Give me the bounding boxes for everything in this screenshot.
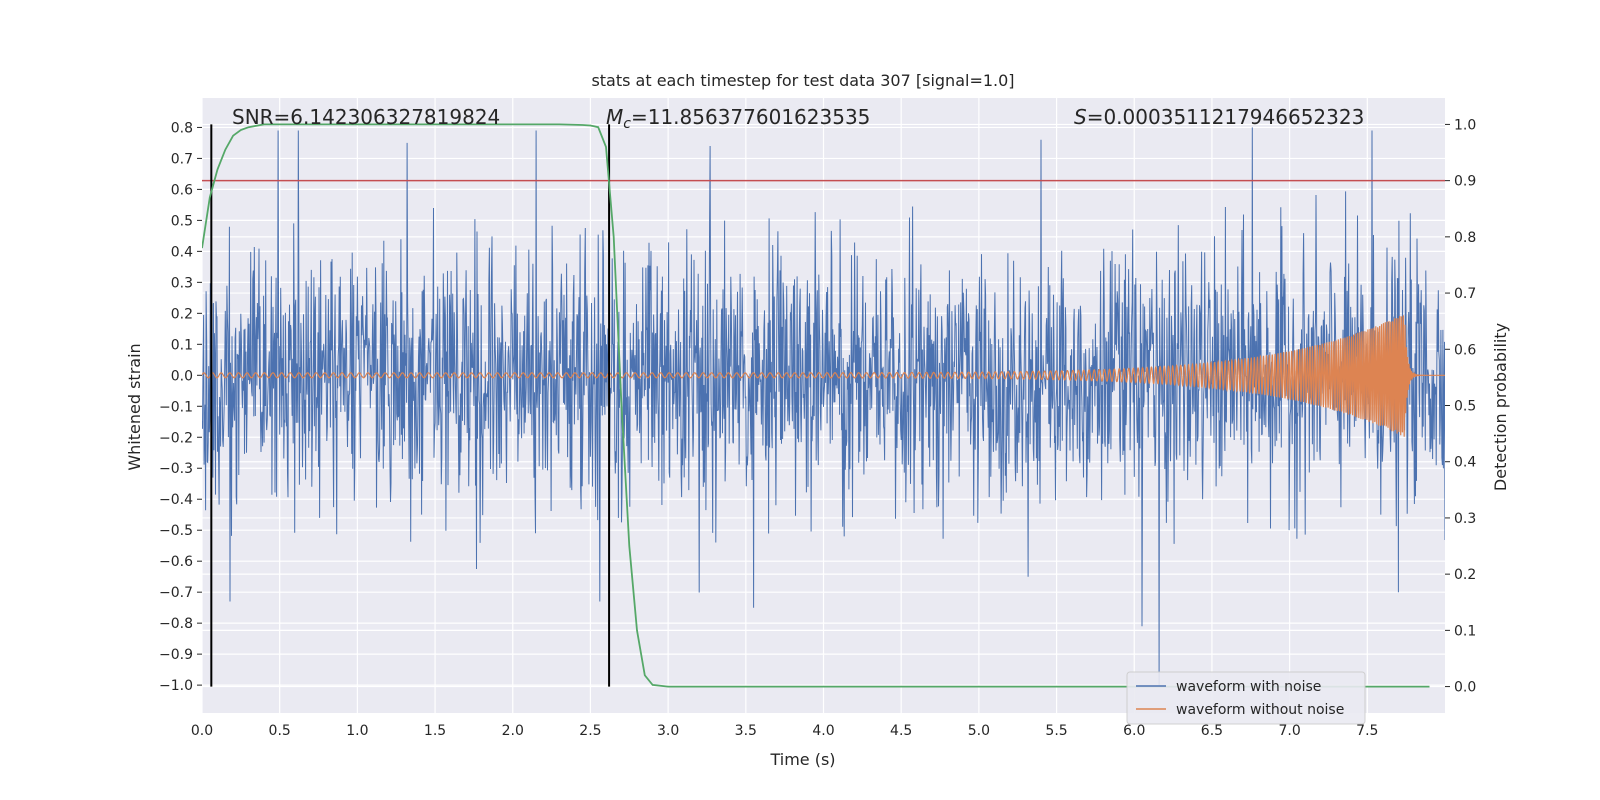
right-y-axis-label: Detection probability [1491,323,1510,491]
x-tick-label: 3.0 [657,723,679,739]
right-y-axis-ticks: 1.0 0.9 0.8 0.7 0.6 0.5 0.4 0.3 0.2 0.1 0.0 [1445,117,1476,696]
series-line-waveform-without-noise [202,315,1445,437]
x-tick-label: 1.5 [424,723,446,739]
y-tick-label: −1.0 [159,678,193,694]
y-tick-label: 0.3 [171,275,193,291]
legend: waveform with noise waveform without noi… [1126,671,1366,725]
y-tick-label: 0.1 [171,337,193,353]
x-tick-label: 6.0 [1123,723,1145,739]
right-y-tick-label: 0.9 [1454,174,1476,190]
x-tick-label: 0.5 [269,723,291,739]
x-tick-label: 7.0 [1278,723,1300,739]
chirp-mass-annotation: Mc=11.856377601623535 [606,105,870,132]
y-axis-label: Whitened strain [125,343,144,470]
snr-annotation: SNR=6.142306327819824 [232,105,500,129]
right-y-tick-label: 1.0 [1454,117,1476,133]
legend-label-waveform-without-noise: waveform without noise [1176,702,1344,718]
y-tick-label: 0.4 [171,244,193,260]
legend-label-waveform-with-noise: waveform with noise [1176,679,1321,695]
y-tick-label: 0.5 [171,213,193,229]
right-y-tick-label: 0.6 [1454,342,1476,358]
series-line-detection-probability [202,123,1430,688]
y-tick-label: 0.7 [171,151,193,167]
series-line-waveform-with-noise [202,127,1445,686]
y-tick-label: 0.0 [171,368,193,384]
x-tick-label: 3.5 [735,723,757,739]
y-tick-label: −0.6 [159,554,193,570]
x-tick-label: 6.5 [1201,723,1223,739]
x-tick-label: 1.0 [346,723,368,739]
y-tick-label: 0.2 [171,306,193,322]
y-tick-label: −0.9 [159,647,193,663]
y-tick-label: −0.7 [159,585,193,601]
x-tick-label: 2.0 [502,723,524,739]
right-y-tick-label: 0.7 [1454,286,1476,302]
s-statistic-annotation: S=0.0003511217946652323 [1074,105,1364,129]
right-y-tick-label: 0.4 [1454,455,1476,471]
chart-title: stats at each timestep for test data 307… [591,71,1014,90]
right-y-tick-label: 0.5 [1454,399,1476,415]
x-tick-label: 2.5 [579,723,601,739]
y-axis-ticks: 0.8 0.7 0.6 0.5 0.4 0.3 0.2 0.1 0.0 −0.1 −0.2 −0.3 −… [159,120,202,694]
x-axis-label: Time (s) [769,750,835,769]
x-tick-label: 7.5 [1356,723,1378,739]
x-tick-label: 0.0 [191,723,213,739]
y-tick-label: −0.4 [159,492,193,508]
right-y-tick-label: 0.0 [1454,680,1476,696]
y-tick-label: 0.6 [171,182,193,198]
right-y-tick-label: 0.1 [1454,623,1476,639]
right-y-tick-label: 0.3 [1454,511,1476,527]
y-tick-label: 0.8 [171,120,193,136]
x-tick-label: 5.5 [1045,723,1067,739]
y-tick-label: −0.5 [159,523,193,539]
right-y-tick-label: 0.8 [1454,230,1476,246]
y-tick-label: −0.8 [159,616,193,632]
y-tick-label: −0.1 [159,399,193,415]
x-tick-label: 4.0 [812,723,834,739]
right-y-tick-label: 0.2 [1454,567,1476,583]
x-axis-ticks: 0.0 0.5 1.0 1.5 2.0 2.5 3.0 3.5 4.0 4.5 5.0 5.5 6.0 6… [191,723,1379,739]
y-tick-label: −0.3 [159,461,193,477]
y-tick-label: −0.2 [159,430,193,446]
x-tick-label: 5.0 [968,723,990,739]
x-tick-label: 4.5 [890,723,912,739]
